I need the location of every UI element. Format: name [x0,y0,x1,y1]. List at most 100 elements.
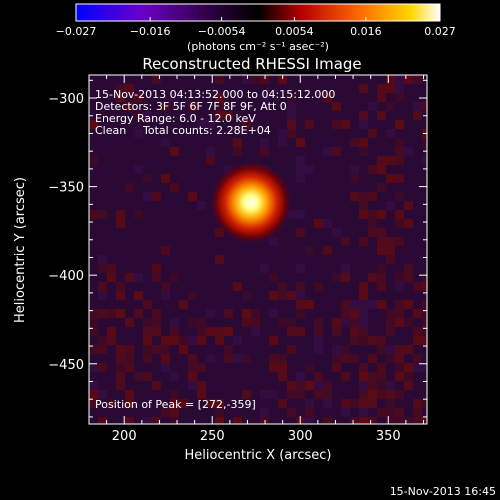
heatmap-cell [377,165,386,174]
heatmap-cell [386,129,395,138]
heatmap-cell [404,381,413,390]
heatmap-cell [359,210,368,219]
heatmap-cell [242,390,251,399]
heatmap-cell [152,327,161,336]
heatmap-cell [143,336,152,345]
heatmap-cell [296,138,305,147]
heatmap-cell [215,255,224,264]
heatmap-cell [287,345,296,354]
heatmap-cell [359,84,368,93]
heatmap-cell [125,102,134,111]
heatmap-cell [197,120,206,129]
heatmap-cell [377,84,386,93]
heatmap-cell [278,282,287,291]
heatmap-cell [224,111,233,120]
heatmap-cell [395,372,404,381]
heatmap-cell [395,84,404,93]
heatmap-cell [107,399,116,408]
x-tick-label: 300 [288,429,313,444]
heatmap-cell [260,75,269,84]
heatmap-cell [386,318,395,327]
heatmap-cell [332,228,341,237]
colorbar-tick-label: 0.016 [350,25,382,38]
heatmap-cell [170,417,179,424]
heatmap-cell [287,327,296,336]
heatmap-cell [116,363,125,372]
heatmap-cell [395,309,404,318]
heatmap-cell [161,174,170,183]
heatmap-cell [143,111,152,120]
heatmap-cell [125,390,134,399]
heatmap-cell [278,138,287,147]
heatmap-cell [278,75,287,84]
heatmap-cell [377,282,386,291]
heatmap-cell [359,237,368,246]
heatmap-cell [224,327,233,336]
heatmap-cell [206,399,215,408]
heatmap-cell [125,354,134,363]
heatmap-cell [152,75,161,84]
heatmap-cell [323,147,332,156]
heatmap-cell [377,300,386,309]
heatmap-cell [368,381,377,390]
heatmap-cell [98,336,107,345]
heatmap-noise [89,75,427,424]
heatmap-cell [152,273,161,282]
heatmap-cell [386,237,395,246]
heatmap-cell [332,363,341,372]
heatmap-cell [170,327,179,336]
heatmap-cell [242,75,251,84]
heatmap-cell [260,93,269,102]
heatmap-cell [98,390,107,399]
heatmap-cell [260,147,269,156]
heatmap-cell [332,345,341,354]
heatmap-cell [161,408,170,417]
heatmap-cell [323,417,332,424]
heatmap-cell [377,156,386,165]
heatmap-cell [287,381,296,390]
heatmap-cell [116,354,125,363]
heatmap-cell [125,273,134,282]
heatmap-cell [188,354,197,363]
heatmap-cell [305,399,314,408]
heatmap-cell [377,390,386,399]
heatmap-cell [215,399,224,408]
heatmap-cell [350,309,359,318]
heatmap-cell [161,336,170,345]
heatmap-cell [215,408,224,417]
heatmap-cell [251,318,260,327]
heatmap-cell [278,372,287,381]
total-counts-label: Total counts: 2.28E+04 [142,124,271,137]
heatmap-cell [134,291,143,300]
heatmap-cell [125,345,134,354]
heatmap-cell [359,192,368,201]
heatmap-cell [170,336,179,345]
heatmap-cell [152,345,161,354]
heatmap-cell [413,408,422,417]
heatmap-cell [215,102,224,111]
heatmap-cell [386,246,395,255]
heatmap-cell [89,120,98,129]
heatmap-cell [224,309,233,318]
heatmap-cell [422,156,427,165]
heatmap-cell [233,417,242,424]
heatmap-cell [359,282,368,291]
heatmap-cell [179,300,188,309]
heatmap-cell [368,129,377,138]
heatmap-cell [161,246,170,255]
heatmap-cell [296,291,305,300]
heatmap-cell [350,300,359,309]
heatmap-cell [98,282,107,291]
heatmap-cell [395,390,404,399]
heatmap-cell [161,138,170,147]
heatmap-cell [359,318,368,327]
heatmap-cell [197,201,206,210]
heatmap-cell [404,372,413,381]
heatmap-cell [341,372,350,381]
y-tick-label: −400 [48,269,84,284]
heatmap-cell [377,228,386,237]
heatmap-cell [377,345,386,354]
heatmap-cell [413,336,422,345]
heatmap-cell [359,372,368,381]
heatmap-cell [359,417,368,424]
